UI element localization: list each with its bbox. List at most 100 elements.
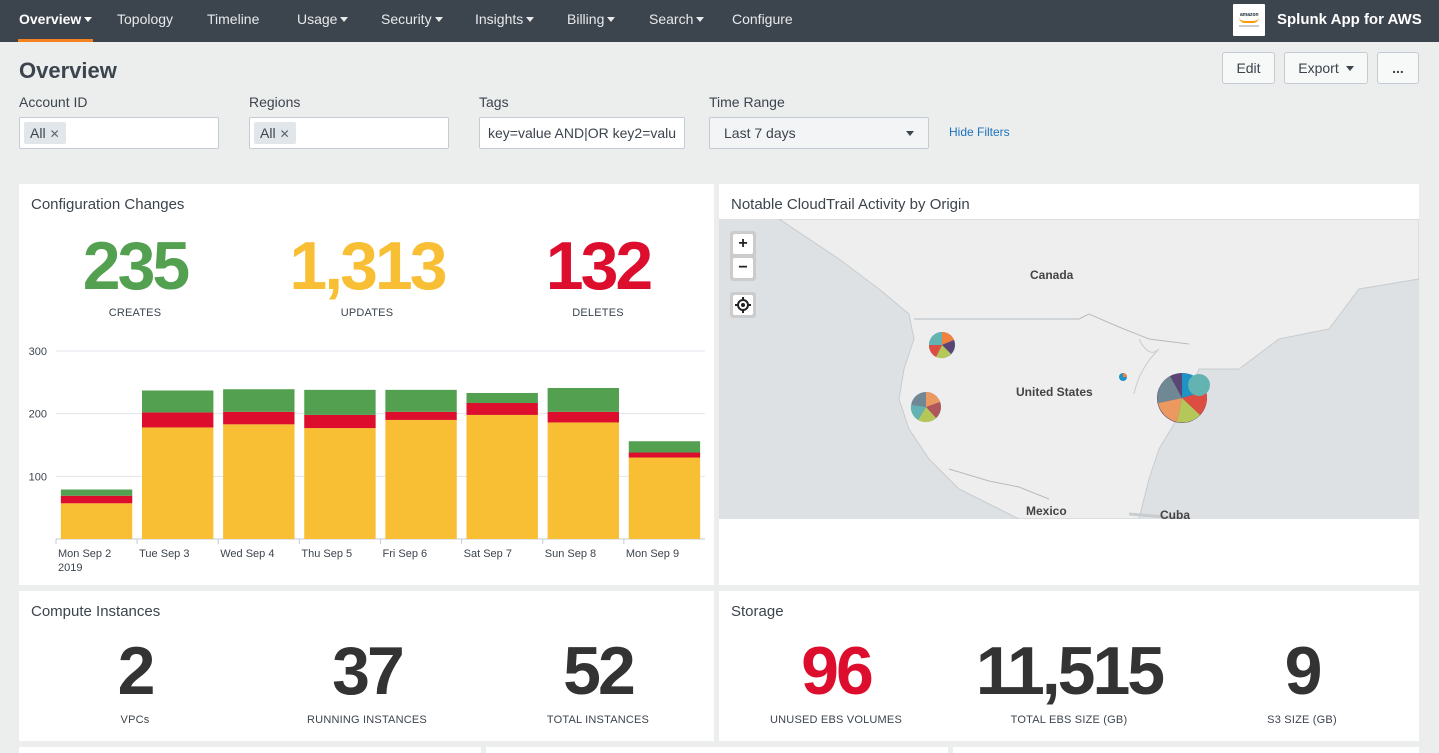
unused-ebs-volumes-value: 96 [801,633,874,709]
pie-slice [1123,373,1127,377]
configuration-changes-chart: 100 200 300 Mon Sep 2 Tue Sep 3 Wed Sep 4 Thu … [29,346,705,574]
bar-segment [141,390,214,413]
bar-segment [141,427,214,539]
pie-slice [926,402,941,418]
tags-label: Tags [479,94,509,110]
nav-item-label: Configure [732,11,793,27]
cuba-shape [1128,512,1190,519]
nav-item-topology[interactable]: Topology [117,0,173,42]
bar-segment [466,403,538,415]
top-navigation: Overview Topology Timeline Usage Securit… [0,0,1439,42]
bar-segment [628,441,701,453]
edit-button[interactable]: Edit [1222,52,1275,84]
pie-marker-east[interactable] [1157,373,1207,423]
regions-label: Regions [249,94,301,110]
total-instances-label: TOTAL INSTANCES [546,714,650,726]
pie-slice [1157,376,1182,403]
great-lakes-shape [1133,338,1160,395]
map-label-united-states: United States [1016,385,1093,399]
vpcs-value: 2 [117,633,156,709]
running-instances-value: 37 [332,633,405,709]
bar-segment [385,419,457,539]
pie-slice [942,332,954,345]
regions-token: All ✕ [254,122,296,144]
deletes-value: 132 [545,228,653,304]
pie-marker-northeast[interactable] [1188,374,1210,396]
pie-slice [1177,398,1200,423]
regions-multiselect[interactable]: All ✕ [249,117,449,149]
nav-item-timeline[interactable]: Timeline [207,0,259,42]
hide-filters-link[interactable]: Hide Filters [949,125,1010,139]
deletes-label: DELETES [572,307,624,319]
total-ebs-size-value: 11,515 [975,633,1165,709]
remove-token-icon[interactable]: ✕ [279,127,290,141]
chevron-down-icon [340,17,349,22]
panel-title: Storage [731,603,784,620]
nav-item-label: Insights [475,11,524,27]
bar-segment [628,452,701,458]
s3-size-value: 9 [1284,633,1323,709]
pie-marker-northwest[interactable] [928,332,955,359]
x-tick-label: Mon Sep 2 [58,548,111,560]
nav-item-label: Security [381,11,432,27]
pie-slice [1158,398,1182,422]
us-mexico-border [948,468,1050,500]
us-canada-border [914,313,1190,345]
nav-item-billing[interactable]: Billing [567,0,616,42]
zoom-in-button[interactable]: + [733,234,753,254]
nav-item-usage[interactable]: Usage [297,0,349,42]
time-range-dropdown[interactable]: Last 7 days [709,117,929,149]
tags-input[interactable] [479,117,685,149]
x-tick-label: Tue Sep 3 [139,548,189,560]
bar-segment [60,489,133,496]
creates-label: CREATES [108,307,162,319]
time-range-value: Last 7 days [724,125,796,141]
bar-segment [304,428,376,539]
x-tick-sublabel: 2019 [58,562,82,574]
nav-item-overview[interactable]: Overview [17,0,94,42]
nav-item-label: Timeline [207,11,260,27]
nav-item-configure[interactable]: Configure [732,0,793,42]
y-tick-label: 300 [29,346,47,358]
bar-segment [547,387,620,412]
bar-segment [466,414,538,539]
token-label: All [260,125,276,141]
running-instances-label: RUNNING INSTANCES [307,714,427,726]
more-actions-button[interactable]: ... [1377,52,1419,84]
logo-text: amazon [1240,12,1259,18]
pie-marker-midwest[interactable] [1119,373,1127,381]
panel-title: Configuration Changes [31,196,185,213]
nav-item-search[interactable]: Search [649,0,705,42]
export-button[interactable]: Export [1284,52,1368,84]
app-title: Splunk App for AWS [1277,11,1422,28]
nav-item-label: Usage [297,11,338,27]
panel-title: Compute Instances [31,603,161,620]
nav-item-insights[interactable]: Insights [475,0,535,42]
export-button-label: Export [1298,60,1339,76]
x-tick-label: Wed Sep 4 [220,548,274,560]
account-id-multiselect[interactable]: All ✕ [19,117,219,149]
nav-item-security[interactable]: Security [381,0,443,42]
bar-segment [385,411,457,420]
total-ebs-size-label: TOTAL EBS SIZE (GB) [1010,714,1128,726]
zoom-out-button[interactable]: − [733,258,753,278]
logo-underline [1239,25,1259,27]
map-base [778,219,1419,519]
map-label-canada: Canada [1030,268,1074,282]
pie-slice [928,345,942,357]
logo-smile [1239,17,1259,23]
chevron-down-icon [607,17,616,22]
chevron-down-icon [434,17,443,22]
bar-segment [628,457,701,539]
pie-marker-west[interactable] [910,392,941,423]
nav-item-label: Topology [117,11,174,27]
locate-button[interactable] [733,295,753,315]
aws-logo-icon: amazon [1233,4,1265,36]
time-range-label: Time Range [709,94,785,110]
s3-size-label: S3 SIZE (GB) [1267,714,1337,726]
bar-segment [60,503,133,539]
cloudtrail-map[interactable]: Canada United States Mexico Cuba + − [719,219,1419,519]
pie-slice [942,340,955,354]
remove-token-icon[interactable]: ✕ [49,127,60,141]
nav-item-label: Overview [19,11,82,27]
